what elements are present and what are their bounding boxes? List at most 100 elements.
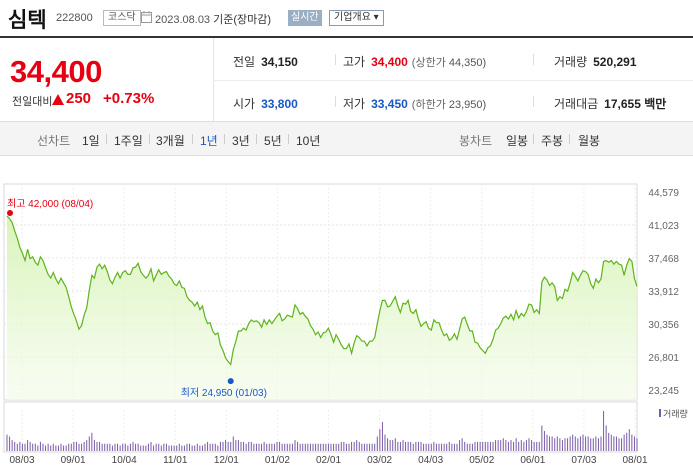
volume-bar: [243, 441, 245, 451]
volume-bar: [525, 440, 527, 451]
header-divider: [0, 36, 693, 38]
volume-bar: [484, 441, 486, 451]
high-cell: 고가 34,400 (상한가 44,350): [343, 53, 486, 70]
tab-monthly[interactable]: 월봉: [578, 134, 601, 148]
x-tick-label: 09/01: [61, 455, 86, 466]
stock-code: 222800: [56, 12, 93, 24]
volume-bar: [615, 436, 617, 451]
tab-daily[interactable]: 일봉: [506, 134, 529, 148]
volume-bar: [610, 434, 612, 451]
volume-bar: [201, 445, 203, 451]
realtime-button[interactable]: 실시간: [288, 10, 322, 26]
volume-bar: [510, 440, 512, 451]
volume-bar: [356, 440, 358, 451]
price-area: [7, 215, 637, 400]
y-tick-label: 33,912: [648, 287, 679, 298]
volume-bar: [122, 443, 124, 451]
tab-3y[interactable]: 3년: [232, 134, 250, 148]
cell-separator: [533, 96, 534, 107]
volume-bar: [83, 441, 85, 451]
tab-separator: [569, 134, 570, 144]
volume-bar: [351, 441, 353, 451]
volume-bar: [271, 443, 273, 451]
lower-limit-value: 23,950): [448, 99, 487, 111]
volume-bar: [183, 445, 185, 451]
volume-bar: [605, 425, 607, 451]
volume-bar: [489, 441, 491, 451]
change-value: 250: [66, 90, 92, 107]
x-tick-label: 11/01: [163, 455, 188, 466]
change-label: 전일대비: [12, 96, 53, 108]
volume-bar: [399, 441, 401, 451]
volume-bar: [163, 443, 165, 451]
tab-weekly[interactable]: 주봉: [541, 134, 564, 148]
upper-limit-label: (상한가: [411, 57, 446, 69]
volume-bar: [127, 445, 129, 451]
volume-bar: [520, 440, 522, 451]
volume-bar: [420, 441, 422, 451]
upper-limit: (상한가 44,350): [412, 57, 486, 69]
volume-bar: [358, 441, 360, 451]
volume-bar: [603, 411, 605, 451]
amount-unit: 백만: [644, 97, 667, 111]
volume-bar: [150, 441, 152, 451]
volume-bar: [543, 431, 545, 451]
lower-limit: (하한가 23,950): [412, 99, 486, 111]
volume-bar: [309, 443, 311, 451]
volume-bar: [230, 441, 232, 451]
volume-bar: [160, 445, 162, 451]
volume-bar: [471, 443, 473, 451]
tab-10y[interactable]: 10년: [296, 134, 321, 148]
tab-separator: [106, 134, 107, 144]
candle-chart-label: 봉차트: [459, 134, 493, 148]
volume-bar: [515, 438, 517, 451]
high-annotation: 최고 42,000 (08/04): [7, 198, 93, 210]
tab-1d[interactable]: 1일: [82, 134, 100, 148]
tab-separator: [192, 134, 193, 144]
company-overview-button[interactable]: 기업개요 ▾: [329, 10, 384, 26]
tab-1w[interactable]: 1주일: [114, 134, 143, 148]
volume-bar: [366, 443, 368, 451]
volume-bar: [155, 443, 157, 451]
tab-5y[interactable]: 5년: [264, 134, 282, 148]
volume-bar: [492, 441, 494, 451]
volume-bar: [248, 441, 250, 451]
stock-name: 심텍: [8, 9, 47, 32]
stock-header: 심텍 222800 코스닥 2023.08.03 기준(장마감) 실시간 기업개…: [0, 0, 693, 36]
volume-bar: [165, 443, 167, 451]
volume-bar: [546, 434, 548, 451]
volume-bar: [268, 443, 270, 451]
volume-bar: [135, 443, 137, 451]
volume-bar: [81, 443, 83, 451]
volume-bar: [394, 438, 396, 451]
volume-bar: [63, 445, 65, 451]
volume-legend: 거래량: [663, 408, 688, 419]
volume-bar: [19, 441, 21, 451]
volume-bar: [124, 443, 126, 451]
volume-bar: [369, 443, 371, 451]
x-tick-label: 05/02: [469, 455, 494, 466]
volume-bar: [327, 443, 329, 451]
tab-1y[interactable]: 1년: [200, 134, 218, 148]
volume-bar: [536, 441, 538, 451]
cell-separator: [335, 96, 336, 107]
volume-bar: [65, 445, 67, 451]
current-price: 34,400: [10, 54, 102, 89]
volume-bar: [207, 441, 209, 451]
tab-3m[interactable]: 3개월: [156, 134, 185, 148]
volume-bar: [75, 441, 77, 451]
prev-close-value: 34,150: [261, 55, 298, 69]
volume-bar: [392, 440, 394, 451]
volume-bar: [266, 443, 268, 451]
volume-bar: [397, 441, 399, 451]
volume-bar: [595, 436, 597, 451]
date-value: 2023.08.03: [155, 14, 211, 26]
volume-bar: [176, 445, 178, 451]
volume-bar: [636, 438, 638, 451]
volume-bar: [78, 443, 80, 451]
volume-bar: [111, 445, 113, 451]
volume-bar: [47, 443, 49, 451]
high-value: 34,400: [371, 55, 408, 69]
volume-bar: [348, 443, 350, 451]
volume-bar: [564, 438, 566, 451]
